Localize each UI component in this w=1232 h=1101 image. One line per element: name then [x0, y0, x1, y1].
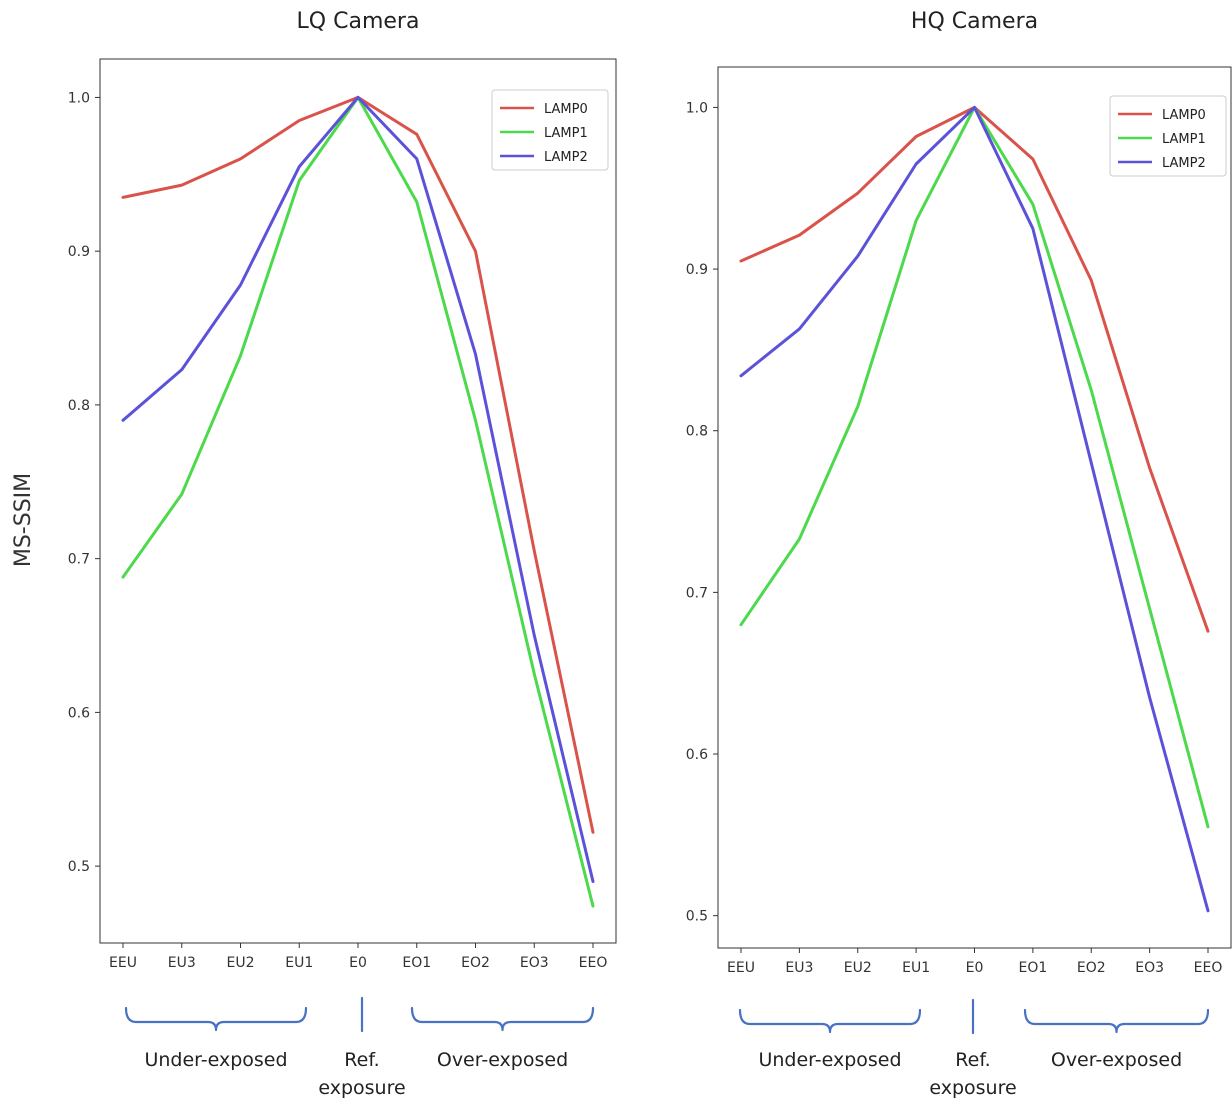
group-label-line2: exposure — [318, 1077, 405, 1099]
y-axis-label: MS-SSIM — [11, 473, 36, 567]
x-tick-label: EU1 — [902, 960, 930, 976]
group-brace — [738, 1008, 922, 1034]
y-tick-label: 0.5 — [68, 859, 90, 875]
legend-label-lamp2: LAMP2 — [1162, 156, 1206, 171]
lq-camera-panel: LQ Camera 0.5 0.6 0.7 0.8 0.9 1.0 EEU EU3 EU2 EU1 E… — [68, 9, 617, 1099]
x-tick-label: E0 — [349, 955, 367, 971]
y-tick-label: 0.6 — [68, 705, 90, 721]
x-tick-label: EO2 — [1077, 960, 1106, 976]
x-tick-label: EO1 — [402, 955, 431, 971]
y-tick-label: 0.7 — [68, 552, 90, 568]
legend-label-lamp0: LAMP0 — [544, 102, 588, 117]
y-tick-label: 0.8 — [68, 398, 90, 414]
series-line-lamp1 — [739, 105, 1210, 829]
y-tick-label: 1.0 — [68, 90, 90, 106]
hq-camera-panel: HQ Camera 0.5 0.6 0.7 0.8 0.9 1.0 EEU EU3 EU2 EU1 E… — [686, 9, 1232, 1099]
group-label-line2: exposure — [929, 1077, 1016, 1099]
legend-label-lamp1: LAMP1 — [1162, 132, 1206, 147]
series-line-lamp1 — [121, 95, 595, 908]
x-tick-label: EEO — [1194, 960, 1223, 976]
group-brace — [410, 1006, 595, 1032]
group-brace — [124, 1006, 308, 1032]
group-label: Ref. — [955, 1049, 990, 1071]
x-tick-label: EU1 — [285, 955, 313, 971]
x-tick-label: EU2 — [844, 960, 872, 976]
x-tick-label: EEO — [579, 955, 608, 971]
chart-title: LQ Camera — [297, 9, 420, 34]
y-tick-label: 0.9 — [68, 244, 90, 260]
x-tick-label: EO3 — [1135, 960, 1164, 976]
series-line-lamp2 — [121, 95, 595, 883]
y-tick-label: 0.8 — [686, 424, 708, 440]
series-line-lamp0 — [739, 105, 1210, 633]
legend-box — [491, 89, 609, 171]
group-label: Over-exposed — [437, 1049, 568, 1071]
legend-label-lamp1: LAMP1 — [544, 126, 588, 141]
x-tick-label: EEU — [727, 960, 755, 976]
x-tick-label: E0 — [966, 960, 984, 976]
group-label: Under-exposed — [144, 1049, 287, 1071]
y-tick-label: 0.6 — [686, 747, 708, 763]
y-tick-label: 0.7 — [686, 585, 708, 601]
group-label: Under-exposed — [758, 1049, 901, 1071]
x-tick-label: EEU — [109, 955, 137, 971]
x-tick-label: EO3 — [520, 955, 549, 971]
x-tick-label: EO2 — [461, 955, 490, 971]
x-tick-label: EU2 — [227, 955, 255, 971]
y-tick-label: 1.0 — [686, 100, 708, 116]
y-tick-label: 0.9 — [686, 262, 708, 278]
group-label: Ref. — [344, 1049, 379, 1071]
legend-label-lamp0: LAMP0 — [1162, 108, 1206, 123]
series-line-lamp2 — [739, 105, 1210, 913]
legend-label-lamp2: LAMP2 — [544, 150, 588, 165]
plot-area-frame — [717, 66, 1232, 949]
x-tick-label: EO1 — [1018, 960, 1047, 976]
group-brace — [1023, 1008, 1210, 1034]
group-label: Over-exposed — [1051, 1049, 1182, 1071]
y-tick-label: 0.5 — [686, 909, 708, 925]
chart-title: HQ Camera — [911, 9, 1038, 34]
x-tick-label: EU3 — [168, 955, 196, 971]
x-tick-label: EU3 — [785, 960, 813, 976]
legend-box — [1109, 95, 1227, 177]
